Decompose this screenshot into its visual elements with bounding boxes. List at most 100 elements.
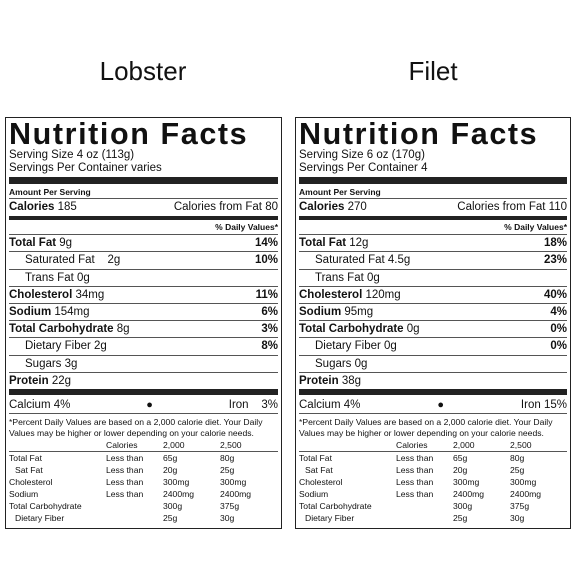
table-row: Total Fat Less than 65g 80g bbox=[299, 451, 567, 465]
sodium-amount: 95mg bbox=[344, 305, 374, 318]
ref-cell: 25g bbox=[510, 465, 525, 476]
table-row: Total Carbohydrate 300g 375g bbox=[9, 500, 278, 512]
dietary-fiber-amount: 2g bbox=[94, 340, 107, 353]
product-title-filet: Filet bbox=[408, 56, 458, 86]
table-row: Total Fat Less than 65g 80g bbox=[9, 451, 278, 465]
sat-fat-row: Saturated Fat 2g 10% bbox=[9, 251, 278, 268]
ref-header-cell: Calories bbox=[396, 440, 428, 451]
table-row: Sodium Less than 2400mg 2400mg bbox=[299, 488, 567, 500]
nutrition-label-filet: Nutrition Facts Serving Size 6 oz (170g)… bbox=[295, 117, 571, 530]
ref-cell: 2400mg bbox=[510, 489, 542, 500]
iron-label: Iron bbox=[520, 398, 541, 411]
ref-header-cell bbox=[9, 439, 106, 452]
serving-size: Serving Size 4 oz (113g) bbox=[9, 149, 135, 161]
cholesterol-dv: 11% bbox=[255, 288, 278, 301]
calories-label: Calories bbox=[299, 201, 345, 213]
calcium-value: Calcium 4% bbox=[299, 398, 361, 411]
vitamins-row: Calcium 4% ● Iron 15% bbox=[299, 397, 567, 414]
sat-fat-dv: 10% bbox=[254, 254, 278, 267]
ref-cell: Less than bbox=[106, 453, 144, 464]
total-fat-amount: 12g bbox=[349, 237, 369, 250]
total-carb-amount: 0g bbox=[406, 323, 420, 336]
ref-cell: Sat Fat bbox=[305, 465, 333, 476]
ref-cell: Less than bbox=[396, 465, 434, 476]
footnote: *Percent Daily Values are based on a 2,0… bbox=[299, 416, 553, 439]
sat-fat-dv: 23% bbox=[543, 254, 567, 267]
sugars-amount: 0g bbox=[354, 357, 368, 370]
ref-header-cell: 2,000 bbox=[163, 440, 185, 451]
table-row: Dietary Fiber 25g 30g bbox=[9, 512, 278, 524]
ref-cell: Total Fat bbox=[299, 453, 332, 464]
sat-fat-row: Saturated Fat 4.5g 23% bbox=[299, 251, 567, 268]
table-row: Total Carbohydrate 300g 375g bbox=[299, 500, 567, 512]
cholesterol-label: Cholesterol bbox=[9, 288, 73, 301]
trans-fat-label: Trans Fat bbox=[315, 271, 364, 284]
trans-fat-row: Trans Fat 0g bbox=[9, 268, 278, 286]
total-carb-row: Total Carbohydrate 0g 0% bbox=[299, 320, 567, 337]
total-fat-dv: 14% bbox=[254, 237, 278, 250]
ref-cell: Less than bbox=[396, 489, 434, 500]
nutrition-facts-title: Nutrition Facts bbox=[9, 117, 249, 151]
dietary-fiber-row: Dietary Fiber 2g 8% bbox=[9, 337, 278, 354]
cholesterol-dv: 40% bbox=[543, 288, 567, 301]
ref-cell: 2400mg bbox=[453, 489, 485, 500]
ref-cell: Total Fat bbox=[9, 453, 42, 464]
ref-cell: 300mg bbox=[220, 477, 247, 488]
cholesterol-label: Cholesterol bbox=[299, 288, 363, 301]
ref-cell: Less than bbox=[396, 453, 434, 464]
product-title-lobster: Lobster bbox=[99, 56, 187, 86]
cholesterol-row: Cholesterol 120mg 40% bbox=[299, 285, 567, 303]
ref-cell bbox=[106, 512, 163, 524]
calories-from-fat: Calories from Fat 110 bbox=[457, 201, 567, 213]
table-row: Sat Fat Less than 20g 25g bbox=[9, 464, 278, 476]
ref-cell: Sodium bbox=[9, 489, 39, 500]
ref-header-cell: 2,500 bbox=[510, 440, 532, 451]
sugars-label: Sugars bbox=[315, 357, 352, 370]
dietary-fiber-label: Dietary Fiber bbox=[315, 340, 381, 353]
sugars-row: Sugars 0g bbox=[299, 354, 567, 372]
ref-cell: Total Carbohydrate bbox=[9, 501, 82, 512]
cholesterol-amount: 120mg bbox=[365, 288, 401, 301]
nutrition-label-lobster: Nutrition Facts Serving Size 4 oz (113g)… bbox=[5, 117, 282, 530]
ref-cell: 25g bbox=[163, 513, 178, 524]
servings-per-container: Servings Per Container 4 bbox=[299, 162, 428, 174]
ref-cell: Less than bbox=[106, 477, 144, 488]
ref-cell: 80g bbox=[510, 453, 525, 464]
ref-cell: Cholesterol bbox=[9, 477, 53, 488]
protein-row: Protein 22g bbox=[9, 371, 278, 389]
ref-cell: 375g bbox=[510, 501, 530, 512]
bullet-icon: ● bbox=[437, 398, 444, 411]
table-row: Cholesterol Less than 300mg 300mg bbox=[9, 476, 278, 488]
trans-fat-row: Trans Fat 0g bbox=[299, 268, 567, 286]
divider-thick bbox=[9, 388, 278, 395]
ref-cell: Dietary Fiber bbox=[15, 513, 65, 524]
total-fat-label: Total Fat bbox=[9, 237, 57, 250]
reference-header-row: Calories 2,000 2,500 bbox=[9, 439, 278, 452]
cholesterol-row: Cholesterol 34mg 11% bbox=[9, 285, 278, 303]
divider-mid bbox=[299, 216, 567, 221]
ref-cell: 300g bbox=[163, 501, 183, 512]
ref-cell: 2400mg bbox=[163, 489, 195, 500]
calories-row: Calories 185 Calories from Fat 80 bbox=[9, 198, 278, 215]
total-fat-dv: 18% bbox=[543, 237, 567, 250]
total-fat-row: Total Fat 12g 18% bbox=[299, 234, 567, 251]
ref-cell: 300mg bbox=[163, 477, 190, 488]
daily-values-header: % Daily Values* bbox=[215, 222, 278, 233]
ref-cell: Less than bbox=[106, 489, 144, 500]
ref-cell bbox=[106, 500, 163, 512]
calories-value: 270 bbox=[347, 201, 367, 213]
calcium-value: Calcium 4% bbox=[9, 398, 71, 411]
divider-mid bbox=[9, 216, 278, 221]
sat-fat-label: Saturated Fat bbox=[25, 254, 95, 267]
ref-cell: Less than bbox=[396, 477, 434, 488]
ref-cell: 2400mg bbox=[220, 489, 252, 500]
serving-size: Serving Size 6 oz (170g) bbox=[299, 149, 425, 161]
sugars-amount: 3g bbox=[64, 357, 78, 370]
total-carb-dv: 3% bbox=[261, 323, 278, 336]
protein-amount: 38g bbox=[341, 374, 362, 387]
total-carb-amount: 8g bbox=[116, 323, 130, 336]
daily-values-header: % Daily Values* bbox=[504, 222, 567, 233]
trans-fat-amount: 0g bbox=[76, 271, 90, 284]
total-fat-row: Total Fat 9g 14% bbox=[9, 234, 278, 251]
calories-row: Calories 270 Calories from Fat 110 bbox=[299, 198, 567, 215]
